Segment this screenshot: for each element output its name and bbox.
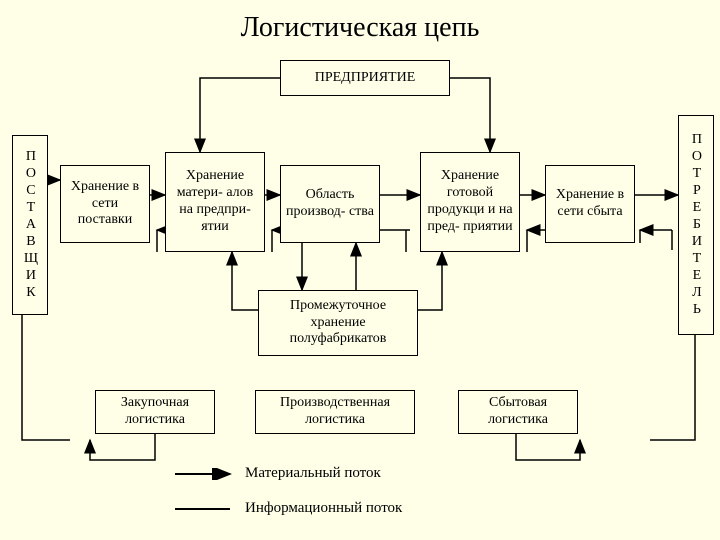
legend-info-label: Информационный поток [245, 500, 402, 517]
node-store_fin: Хранение готовой продукци и на пред- при… [420, 152, 520, 252]
node-enterprise: ПРЕДПРИЯТИЕ [280, 60, 450, 96]
node-supplier: ПОСТАВЩИК [12, 135, 48, 315]
node-purch_log: Закупочная логистика [95, 390, 215, 434]
node-store_mat: Хранение матери- алов на предпри- ятии [165, 152, 265, 252]
diagram-canvas: Логистическая цепь ПРЕДПРИЯТИЕ ПОСТАВЩИК П… [0, 0, 720, 540]
node-sales_log: Сбытовая логистика [458, 390, 578, 434]
node-prod_area: Область производ- ства [280, 165, 380, 243]
node-prod_log: Производственная логистика [255, 390, 415, 434]
legend-info: Информационный поток [175, 500, 402, 517]
node-store_semi: Промежуточное хранение полуфабрикатов [258, 290, 418, 356]
node-store_supply: Хранение в сети поставки [60, 165, 150, 243]
diagram-title: Логистическая цепь [0, 12, 720, 44]
node-store_sale: Хранение в сети сбыта [545, 165, 635, 243]
legend-material-label: Материальный поток [245, 465, 381, 482]
node-consumer: ПОТРЕБИТЕЛЬ [678, 115, 714, 335]
legend-material: Материальный поток [175, 465, 381, 482]
